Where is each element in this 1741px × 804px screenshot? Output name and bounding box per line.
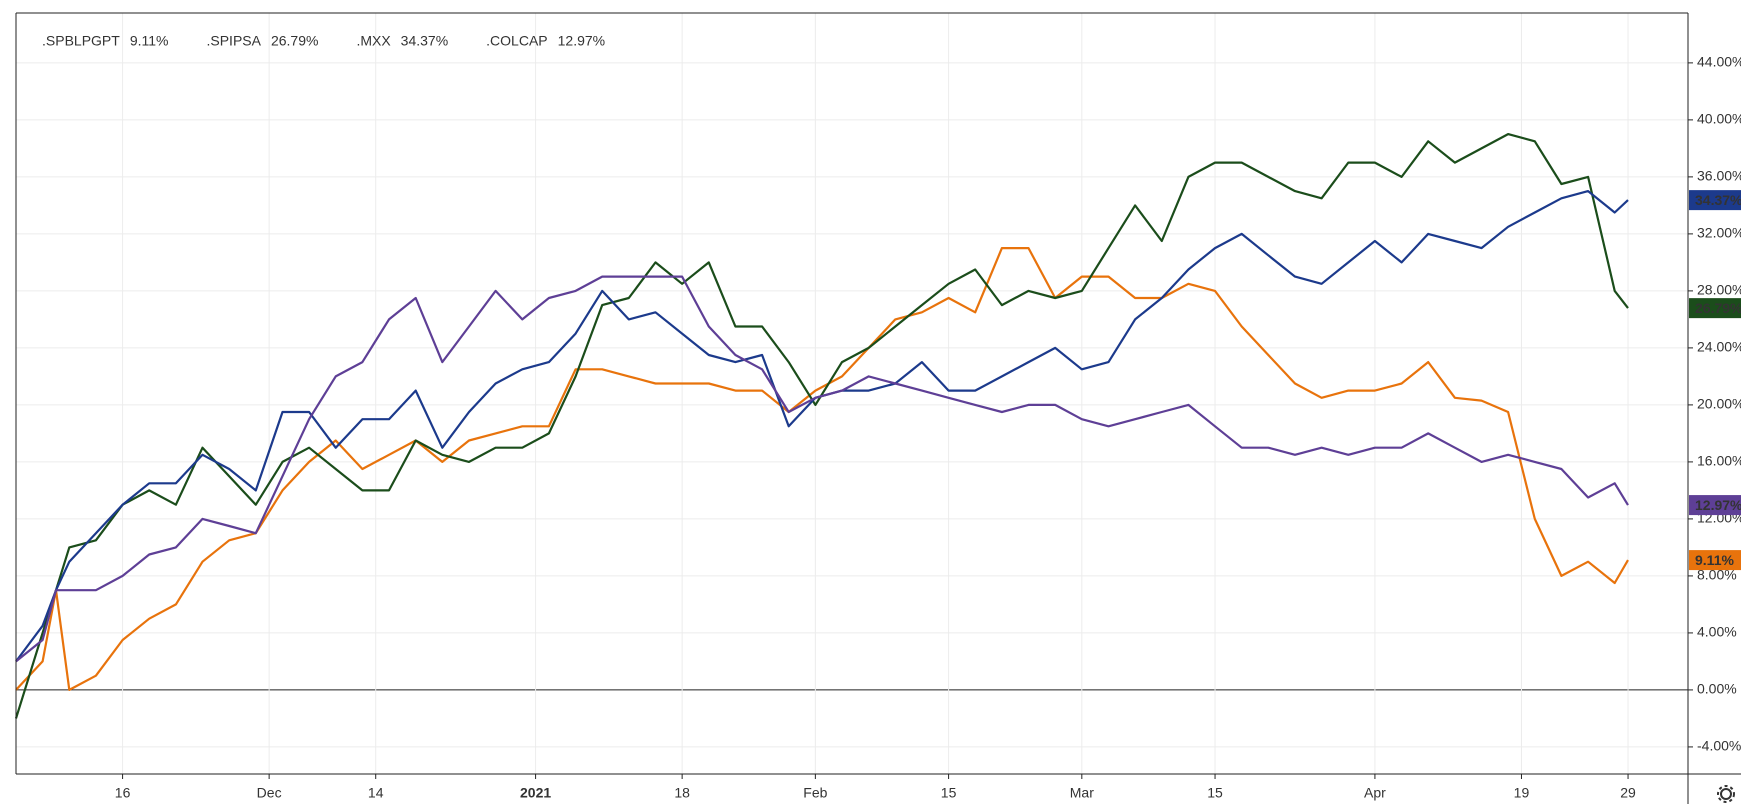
- y-tick-label: 8.00%: [1697, 567, 1737, 583]
- price-tag-label: 9.11%: [1695, 552, 1734, 568]
- x-tick-label: 15: [941, 785, 957, 801]
- legend-name: .MXX: [356, 33, 391, 49]
- y-tick-label: 32.00%: [1697, 225, 1741, 241]
- price-tag: [1689, 495, 1741, 516]
- price-tag-label: 26.79%: [1695, 300, 1741, 316]
- x-tick-label: 18: [674, 785, 690, 801]
- series-line: [15, 247, 1629, 691]
- price-tag-label: 12.97%: [1695, 497, 1741, 513]
- legend-name: .SPIPSA: [206, 33, 261, 49]
- x-tick-label: Dec: [257, 785, 282, 801]
- y-tick-label: 28.00%: [1697, 282, 1741, 298]
- x-tick-label: 16: [115, 785, 131, 801]
- x-tick-label: 29: [1620, 785, 1636, 801]
- y-tick-label: 40.00%: [1697, 111, 1741, 127]
- y-tick-label: 0.00%: [1697, 681, 1737, 697]
- price-tag-label: 34.37%: [1695, 192, 1741, 208]
- y-tick-label: 4.00%: [1697, 624, 1737, 640]
- legend-name: .SPBLPGPT: [42, 33, 120, 49]
- legend-value: 12.97%: [558, 33, 605, 49]
- y-tick-label: 44.00%: [1697, 54, 1741, 70]
- plot-layer: [14, 133, 1629, 719]
- x-tick-label: Mar: [1070, 785, 1094, 801]
- legend-name: .COLCAP: [486, 33, 547, 49]
- axes-layer: -4.00%0.00%4.00%8.00%12.00%16.00%20.00%2…: [115, 54, 1741, 801]
- x-tick-label: 2021: [520, 785, 551, 801]
- settings-icon[interactable]: [1717, 785, 1735, 803]
- price-tag: [1689, 298, 1741, 319]
- legend: .SPBLPGPT 9.11% .SPIPSA 26.79% .MXX 34.37% .CO…: [42, 33, 605, 49]
- x-tick-label: Feb: [803, 785, 827, 801]
- series-line: [14, 133, 1629, 719]
- legend-value: 9.11%: [130, 33, 169, 49]
- y-tick-label: -4.00%: [1697, 738, 1741, 754]
- x-tick-label: 14: [368, 785, 384, 801]
- x-tick-label: 15: [1207, 785, 1223, 801]
- series-line: [15, 275, 1629, 663]
- x-tick-label: Apr: [1364, 785, 1386, 801]
- grid-layer: [16, 13, 1688, 774]
- legend-value: 26.79%: [271, 33, 318, 49]
- legend-value: 34.37%: [401, 33, 448, 49]
- x-tick-label: 19: [1514, 785, 1530, 801]
- price-tag: [1689, 550, 1741, 571]
- y-tick-label: 36.00%: [1697, 168, 1741, 184]
- price-tag: [1689, 190, 1741, 211]
- y-tick-label: 20.00%: [1697, 396, 1741, 412]
- y-tick-label: 24.00%: [1697, 339, 1741, 355]
- y-tick-label: 16.00%: [1697, 453, 1741, 469]
